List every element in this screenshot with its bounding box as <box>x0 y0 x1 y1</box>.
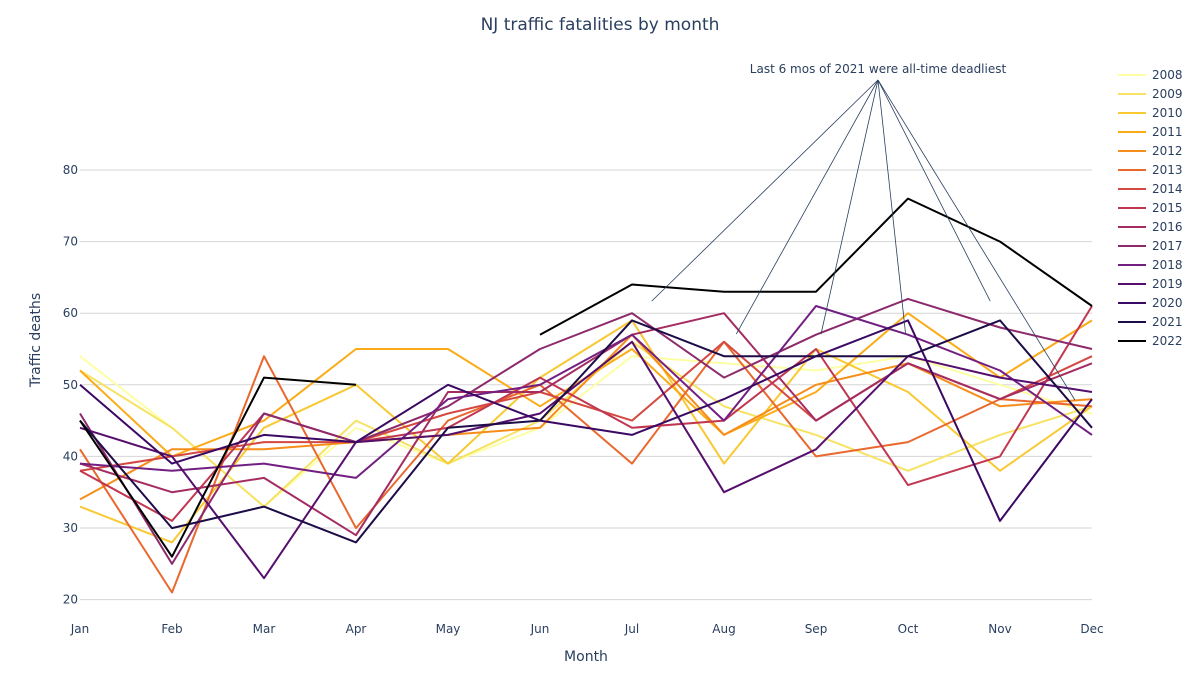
y-axis-title: Traffic deaths <box>28 293 44 388</box>
annotation-arrow <box>651 79 879 302</box>
series-line-2016 <box>79 312 1093 537</box>
legend-label: 2012 <box>1152 144 1183 158</box>
y-tick-label: 50 <box>63 378 78 392</box>
legend-label: 2017 <box>1152 239 1183 253</box>
series-line-2015 <box>79 305 1093 522</box>
legend-label: 2016 <box>1152 220 1183 234</box>
legend-label: 2021 <box>1152 315 1183 329</box>
x-tick-label: Nov <box>988 622 1011 636</box>
legend-label: 2011 <box>1152 125 1183 139</box>
annotation-arrow <box>735 79 879 335</box>
legend-label: 2013 <box>1152 163 1183 177</box>
x-tick-label: Jun <box>530 622 550 636</box>
y-tick-label: 20 <box>63 593 78 607</box>
annotation-arrow <box>877 79 906 335</box>
series-lines <box>79 197 1093 594</box>
x-axis-title: Month <box>564 649 608 665</box>
x-tick-label: Sep <box>805 622 828 636</box>
y-tick-label: 60 <box>63 306 78 320</box>
x-tick-label: Apr <box>346 622 367 636</box>
series-line-2017 <box>79 297 1093 565</box>
gridlines <box>80 169 1092 601</box>
legend-label: 2010 <box>1152 106 1183 120</box>
x-tick-label: May <box>436 622 461 636</box>
legend-label: 2018 <box>1152 258 1183 272</box>
chart-title: NJ traffic fatalities by month <box>481 15 720 35</box>
x-tick-label: Feb <box>161 622 182 636</box>
y-tick-label: 80 <box>63 163 78 177</box>
legend-label: 2019 <box>1152 277 1183 291</box>
series-line-2020 <box>79 319 1093 522</box>
annotation: Last 6 mos of 2021 were all-time deadlie… <box>651 62 1076 401</box>
annotation-arrow <box>877 79 991 302</box>
legend-label: 2020 <box>1152 296 1183 310</box>
legend-label: 2015 <box>1152 201 1183 215</box>
series-line-2022 <box>79 197 1093 558</box>
x-tick-label: Oct <box>898 622 919 636</box>
y-axis-ticks: 20 30 40 50 60 70 80 <box>63 163 78 607</box>
annotation-arrow <box>820 79 879 335</box>
x-axis-ticks: Jan Feb Mar Apr May Jun Jul Aug Sep Oct Nov Dec <box>70 622 1104 636</box>
series-line-2019 <box>79 340 1093 580</box>
y-tick-label: 70 <box>63 235 78 249</box>
x-tick-label: Jan <box>70 622 90 636</box>
series-line-2013 <box>79 340 1093 594</box>
series-line-2012 <box>79 333 1093 501</box>
x-tick-label: Jul <box>624 622 639 636</box>
series-line-2018 <box>79 305 1093 479</box>
y-tick-label: 30 <box>63 521 78 535</box>
annotation-arrow <box>877 79 1076 401</box>
legend-label: 2022 <box>1152 334 1183 348</box>
annotation-text: Last 6 mos of 2021 were all-time deadlie… <box>750 62 1007 76</box>
y-tick-label: 40 <box>63 449 78 463</box>
legend: 2008 2009 2010 2011 2012 2013 2014 2015 2016 2017… <box>1118 68 1183 348</box>
x-tick-label: Aug <box>712 622 735 636</box>
x-tick-label: Dec <box>1080 622 1103 636</box>
legend-label: 2014 <box>1152 182 1183 196</box>
x-tick-label: Mar <box>253 622 276 636</box>
legend-label: 2009 <box>1152 87 1183 101</box>
series-line-2010 <box>79 319 1093 544</box>
series-line-2021 <box>79 319 1093 544</box>
legend-label: 2008 <box>1152 68 1183 82</box>
